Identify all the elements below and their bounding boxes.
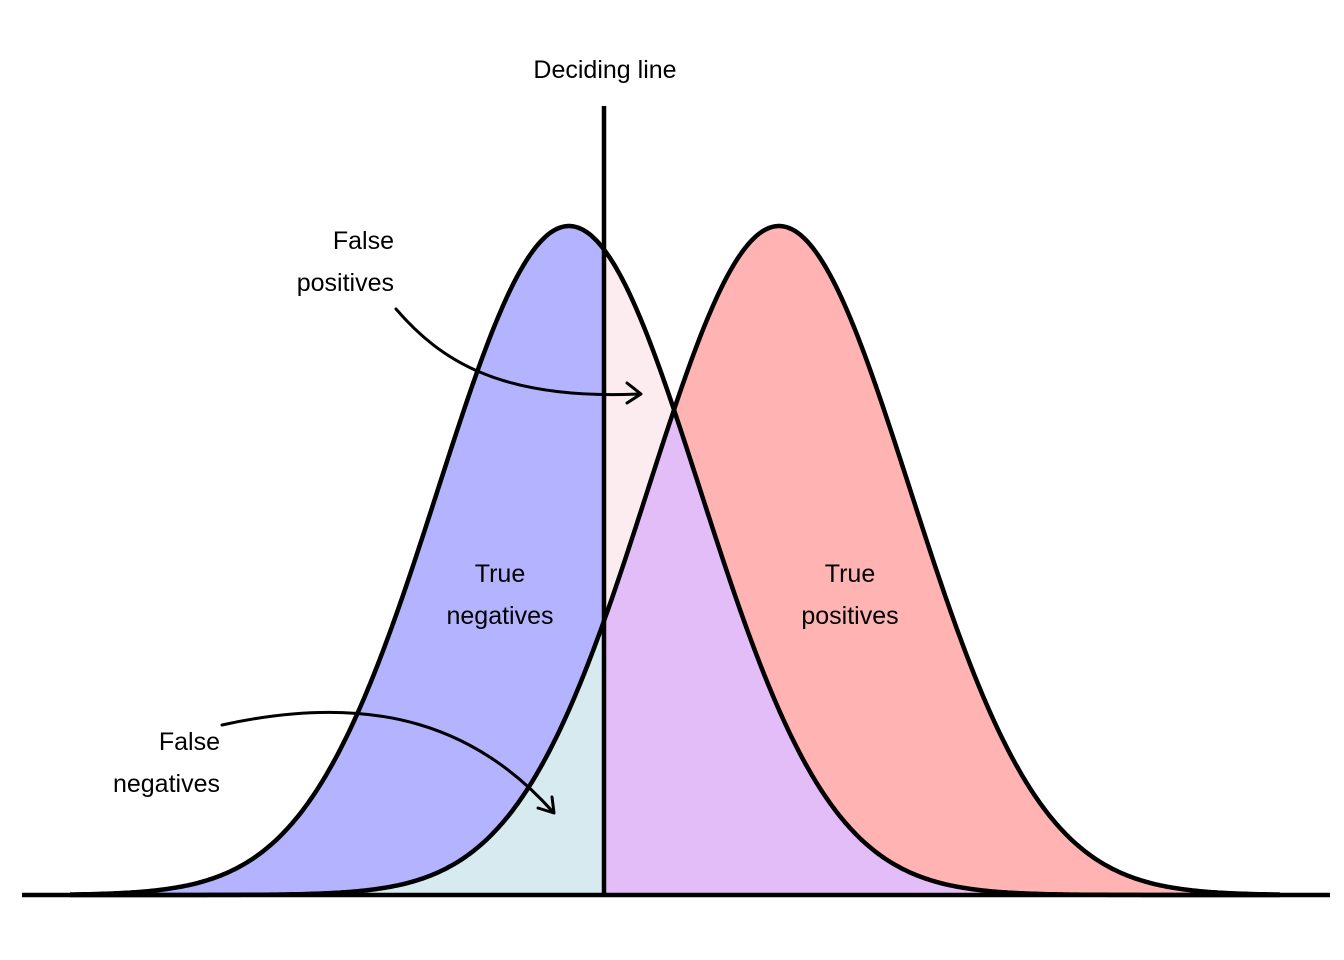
false-positives-arrow: [394, 307, 640, 397]
false-negatives-arrowhead: [536, 795, 556, 815]
false-positives-label-line1: False: [333, 227, 394, 255]
overlap-region: [604, 409, 1280, 895]
true-positives-label-line2: positives: [801, 602, 898, 630]
false-negatives-arrow: [220, 710, 555, 814]
false-negatives-region: [70, 620, 604, 895]
true-positives-label-line1: True: [825, 560, 875, 588]
true-negatives-label-line1: True: [475, 560, 525, 588]
deciding-line-label: Deciding line: [533, 56, 676, 84]
true-negatives-label-line2: negatives: [446, 602, 553, 630]
false-positives-label-line2: positives: [297, 269, 394, 297]
false-negatives-label-line2: negatives: [113, 770, 220, 798]
false-positives-arrowhead: [625, 381, 643, 405]
false-negatives-label-line1: False: [159, 728, 220, 756]
